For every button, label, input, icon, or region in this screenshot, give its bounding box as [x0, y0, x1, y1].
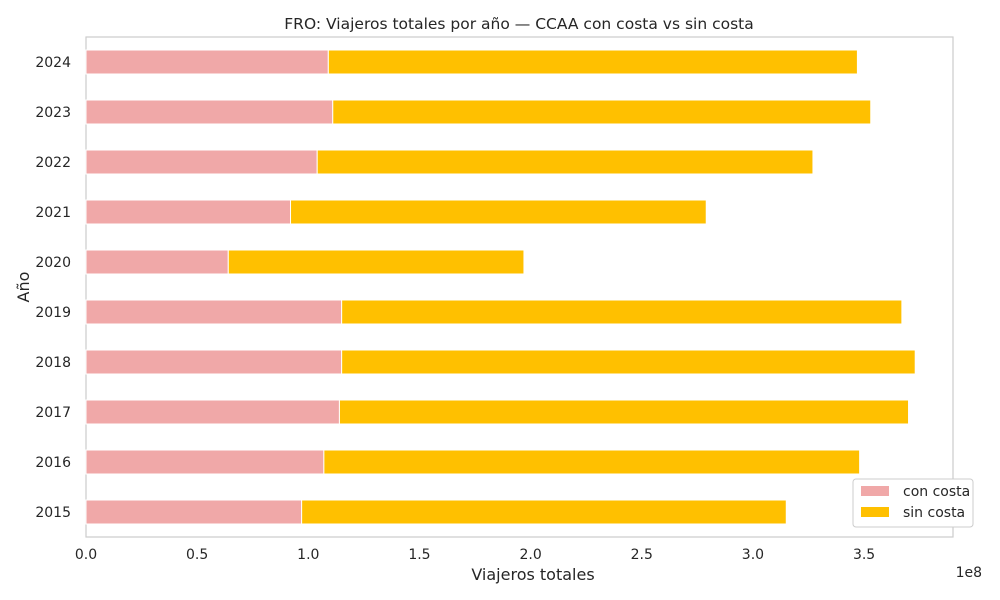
x-axis-offset-label: 1e8 [956, 565, 982, 581]
bar-con-costa-2022 [85, 149, 318, 175]
y-tick-label-2017: 2017 [35, 405, 71, 421]
bar-sin-costa-2019 [341, 299, 903, 325]
x-tick-label-2.0: 2.0 [519, 547, 541, 563]
bar-con-costa-2017 [85, 399, 340, 425]
y-tick-label-2024: 2024 [35, 55, 71, 71]
x-tick-label-3.5: 3.5 [853, 547, 875, 563]
legend-label-con-costa: con costa [903, 484, 970, 500]
chart-title: FRO: Viajeros totales por año — CCAA con… [284, 15, 753, 33]
y-tick-label-2018: 2018 [35, 355, 71, 371]
x-tick-label-2.5: 2.5 [631, 547, 653, 563]
y-axis-title: Año [14, 272, 33, 303]
legend-swatch-sin-costa [861, 507, 889, 517]
y-tick-label-2023: 2023 [35, 105, 71, 121]
bar-sin-costa-2017 [338, 399, 910, 425]
ticks-layer: 2015 2016 2017 2018 2019 2020 2021 2022 2023 2024… [35, 55, 875, 563]
y-tick-label-2019: 2019 [35, 305, 71, 321]
bars-layer [85, 49, 916, 525]
x-tick-label-0.5: 0.5 [186, 547, 208, 563]
y-tick-label-2016: 2016 [35, 455, 71, 471]
x-axis-title: Viajeros totales [471, 565, 594, 584]
bar-sin-costa-2020 [227, 249, 525, 275]
bar-sin-costa-2022 [316, 149, 814, 175]
bar-con-costa-2023 [85, 99, 334, 125]
bar-con-costa-2015 [85, 499, 303, 525]
legend-swatch-con-costa [861, 486, 889, 496]
x-tick-label-1.5: 1.5 [408, 547, 430, 563]
bar-con-costa-2021 [85, 199, 292, 225]
y-tick-label-2022: 2022 [35, 155, 71, 171]
bar-sin-costa-2021 [290, 199, 707, 225]
y-tick-label-2021: 2021 [35, 205, 71, 221]
bar-sin-costa-2023 [332, 99, 872, 125]
x-tick-label-1.0: 1.0 [297, 547, 319, 563]
legend: con costa sin costa [852, 478, 974, 528]
bar-sin-costa-2024 [327, 49, 858, 75]
bar-con-costa-2024 [85, 49, 329, 75]
bar-sin-costa-2016 [323, 449, 861, 475]
y-tick-label-2020: 2020 [35, 255, 71, 271]
x-tick-label-0.0: 0.0 [75, 547, 97, 563]
bar-con-costa-2020 [85, 249, 229, 275]
x-tick-label-3.0: 3.0 [742, 547, 764, 563]
y-tick-label-2015: 2015 [35, 505, 71, 521]
bar-con-costa-2019 [85, 299, 343, 325]
legend-label-sin-costa: sin costa [903, 505, 965, 521]
bar-sin-costa-2015 [301, 499, 787, 525]
bar-con-costa-2018 [85, 349, 343, 375]
bar-sin-costa-2018 [341, 349, 916, 375]
bar-con-costa-2016 [85, 449, 325, 475]
